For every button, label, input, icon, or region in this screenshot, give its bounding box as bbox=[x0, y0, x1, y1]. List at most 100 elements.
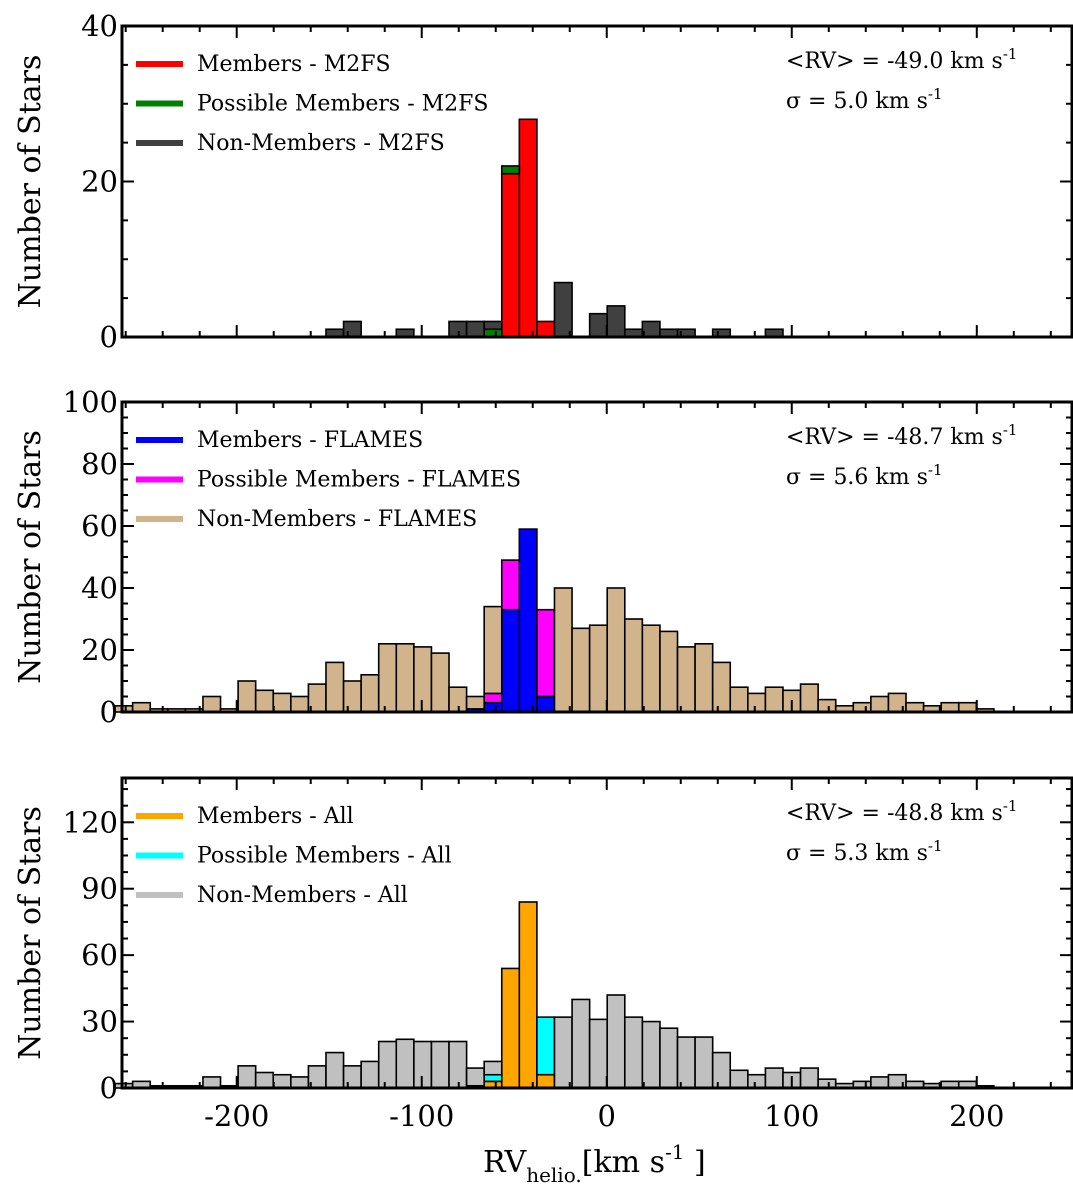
bar bbox=[254, 1071, 275, 1089]
bar bbox=[711, 661, 732, 713]
bar bbox=[465, 320, 485, 338]
bar bbox=[395, 642, 415, 713]
series-2 bbox=[114, 994, 995, 1089]
stats-annotation: <RV> = -48.8 km s-1 σ = 5.3 km s-1 bbox=[786, 797, 1017, 866]
y-axis-label: Number of Stars bbox=[13, 55, 48, 309]
bar bbox=[500, 172, 521, 338]
bar bbox=[448, 1040, 468, 1089]
bar bbox=[588, 624, 609, 713]
bar bbox=[465, 1067, 485, 1087]
bar bbox=[500, 165, 521, 175]
x-axis-label-sub: helio. bbox=[526, 1163, 582, 1185]
x-axis-label-close: ] bbox=[685, 1145, 706, 1180]
y-ticks: 0 20 40 60 80 100 bbox=[63, 385, 1072, 729]
y-tick-label: 0 bbox=[100, 1071, 118, 1105]
legend-label: Members - FLAMES bbox=[197, 428, 423, 453]
y-tick-label: 20 bbox=[81, 165, 118, 199]
x-tick-label: -100 bbox=[389, 1099, 454, 1133]
y-tick-label: 0 bbox=[100, 695, 118, 729]
bar bbox=[799, 1067, 819, 1089]
legend-label: Members - M2FS bbox=[197, 52, 391, 77]
legend: Members - M2FS Possible Members - M2FS Non… bbox=[136, 52, 489, 156]
legend: Members - FLAMES Possible Members - FLAME… bbox=[136, 428, 521, 532]
bar bbox=[764, 686, 784, 713]
bar bbox=[325, 661, 345, 713]
legend-label: Possible Members - M2FS bbox=[197, 92, 489, 117]
panel-m2fs: 0 20 40 Number of Stars Members - M2FS Possib… bbox=[13, 9, 1073, 354]
bar bbox=[623, 1016, 644, 1089]
bar bbox=[483, 692, 503, 704]
bar bbox=[676, 1036, 696, 1089]
bar bbox=[325, 1051, 345, 1089]
bar bbox=[747, 1073, 767, 1089]
x-tick-label: 100 bbox=[764, 1099, 819, 1133]
bar bbox=[395, 1038, 415, 1089]
bar bbox=[202, 1076, 222, 1089]
bar bbox=[799, 683, 819, 713]
bar bbox=[430, 1040, 450, 1089]
bar bbox=[518, 528, 538, 713]
legend-label: Non-Members - FLAMES bbox=[197, 507, 477, 532]
bar bbox=[711, 1051, 732, 1089]
x-ticks: -200 -100 0 100 200 bbox=[124, 778, 1052, 1133]
legend-label: Possible Members - All bbox=[197, 844, 452, 869]
bar bbox=[659, 630, 679, 713]
legend: Members - All Possible Members - All Non-M… bbox=[136, 804, 452, 908]
bar bbox=[536, 320, 556, 338]
y-tick-label: 0 bbox=[100, 320, 118, 354]
bar bbox=[747, 692, 767, 713]
stat-mean: <RV> = -48.8 km s-1 bbox=[786, 797, 1017, 826]
bar bbox=[518, 901, 538, 1089]
bar bbox=[500, 559, 521, 611]
bar bbox=[694, 642, 714, 713]
bar bbox=[500, 608, 521, 713]
bar bbox=[623, 618, 644, 713]
bar bbox=[553, 1016, 573, 1089]
bar bbox=[659, 1027, 679, 1089]
plot-frame bbox=[120, 776, 1073, 1090]
bar bbox=[870, 695, 890, 713]
stat-mean: <RV> = -49.0 km s-1 bbox=[786, 45, 1017, 74]
x-axis-label-unit-exp: -1 bbox=[665, 1140, 684, 1164]
legend-label: Members - All bbox=[197, 804, 354, 829]
bar bbox=[536, 1016, 556, 1076]
bar bbox=[360, 673, 380, 713]
bar bbox=[536, 608, 556, 698]
legend-label: Non-Members - M2FS bbox=[197, 131, 445, 156]
bar bbox=[606, 587, 626, 713]
bar bbox=[290, 1076, 310, 1089]
x-ticks bbox=[124, 26, 1052, 337]
legend-label: Non-Members - All bbox=[197, 883, 408, 908]
bar bbox=[483, 320, 503, 331]
bar bbox=[342, 1065, 362, 1089]
y-tick-label: 90 bbox=[81, 872, 118, 906]
bar bbox=[729, 686, 749, 713]
y-tick-label: 120 bbox=[63, 805, 118, 839]
bar bbox=[465, 695, 485, 710]
panel-all: -200 -100 0 100 200 0 30 60 90 120 Number of Stars… bbox=[13, 776, 1073, 1133]
bar bbox=[553, 587, 573, 713]
bar bbox=[254, 689, 275, 713]
bar bbox=[500, 967, 521, 1089]
bar bbox=[641, 624, 661, 713]
bar bbox=[518, 118, 538, 338]
y-tick-label: 100 bbox=[63, 385, 118, 419]
bar bbox=[729, 1069, 749, 1089]
y-tick-label: 80 bbox=[81, 447, 118, 481]
bar bbox=[641, 320, 661, 338]
y-tick-label: 20 bbox=[81, 633, 118, 667]
bar bbox=[377, 1040, 398, 1089]
x-ticks bbox=[124, 402, 1052, 712]
bar bbox=[430, 652, 450, 713]
bar bbox=[606, 305, 626, 338]
bar bbox=[342, 320, 362, 338]
y-axis-label: Number of Stars bbox=[13, 430, 48, 684]
stat-mean: <RV> = -48.7 km s-1 bbox=[786, 421, 1017, 450]
y-axis-label: Number of Stars bbox=[13, 806, 48, 1060]
stat-sigma: σ = 5.0 km s-1 bbox=[786, 85, 943, 114]
bar bbox=[272, 692, 292, 713]
series-2 bbox=[325, 281, 784, 338]
y-ticks: 0 20 40 bbox=[81, 9, 1072, 354]
bar bbox=[536, 1073, 556, 1089]
